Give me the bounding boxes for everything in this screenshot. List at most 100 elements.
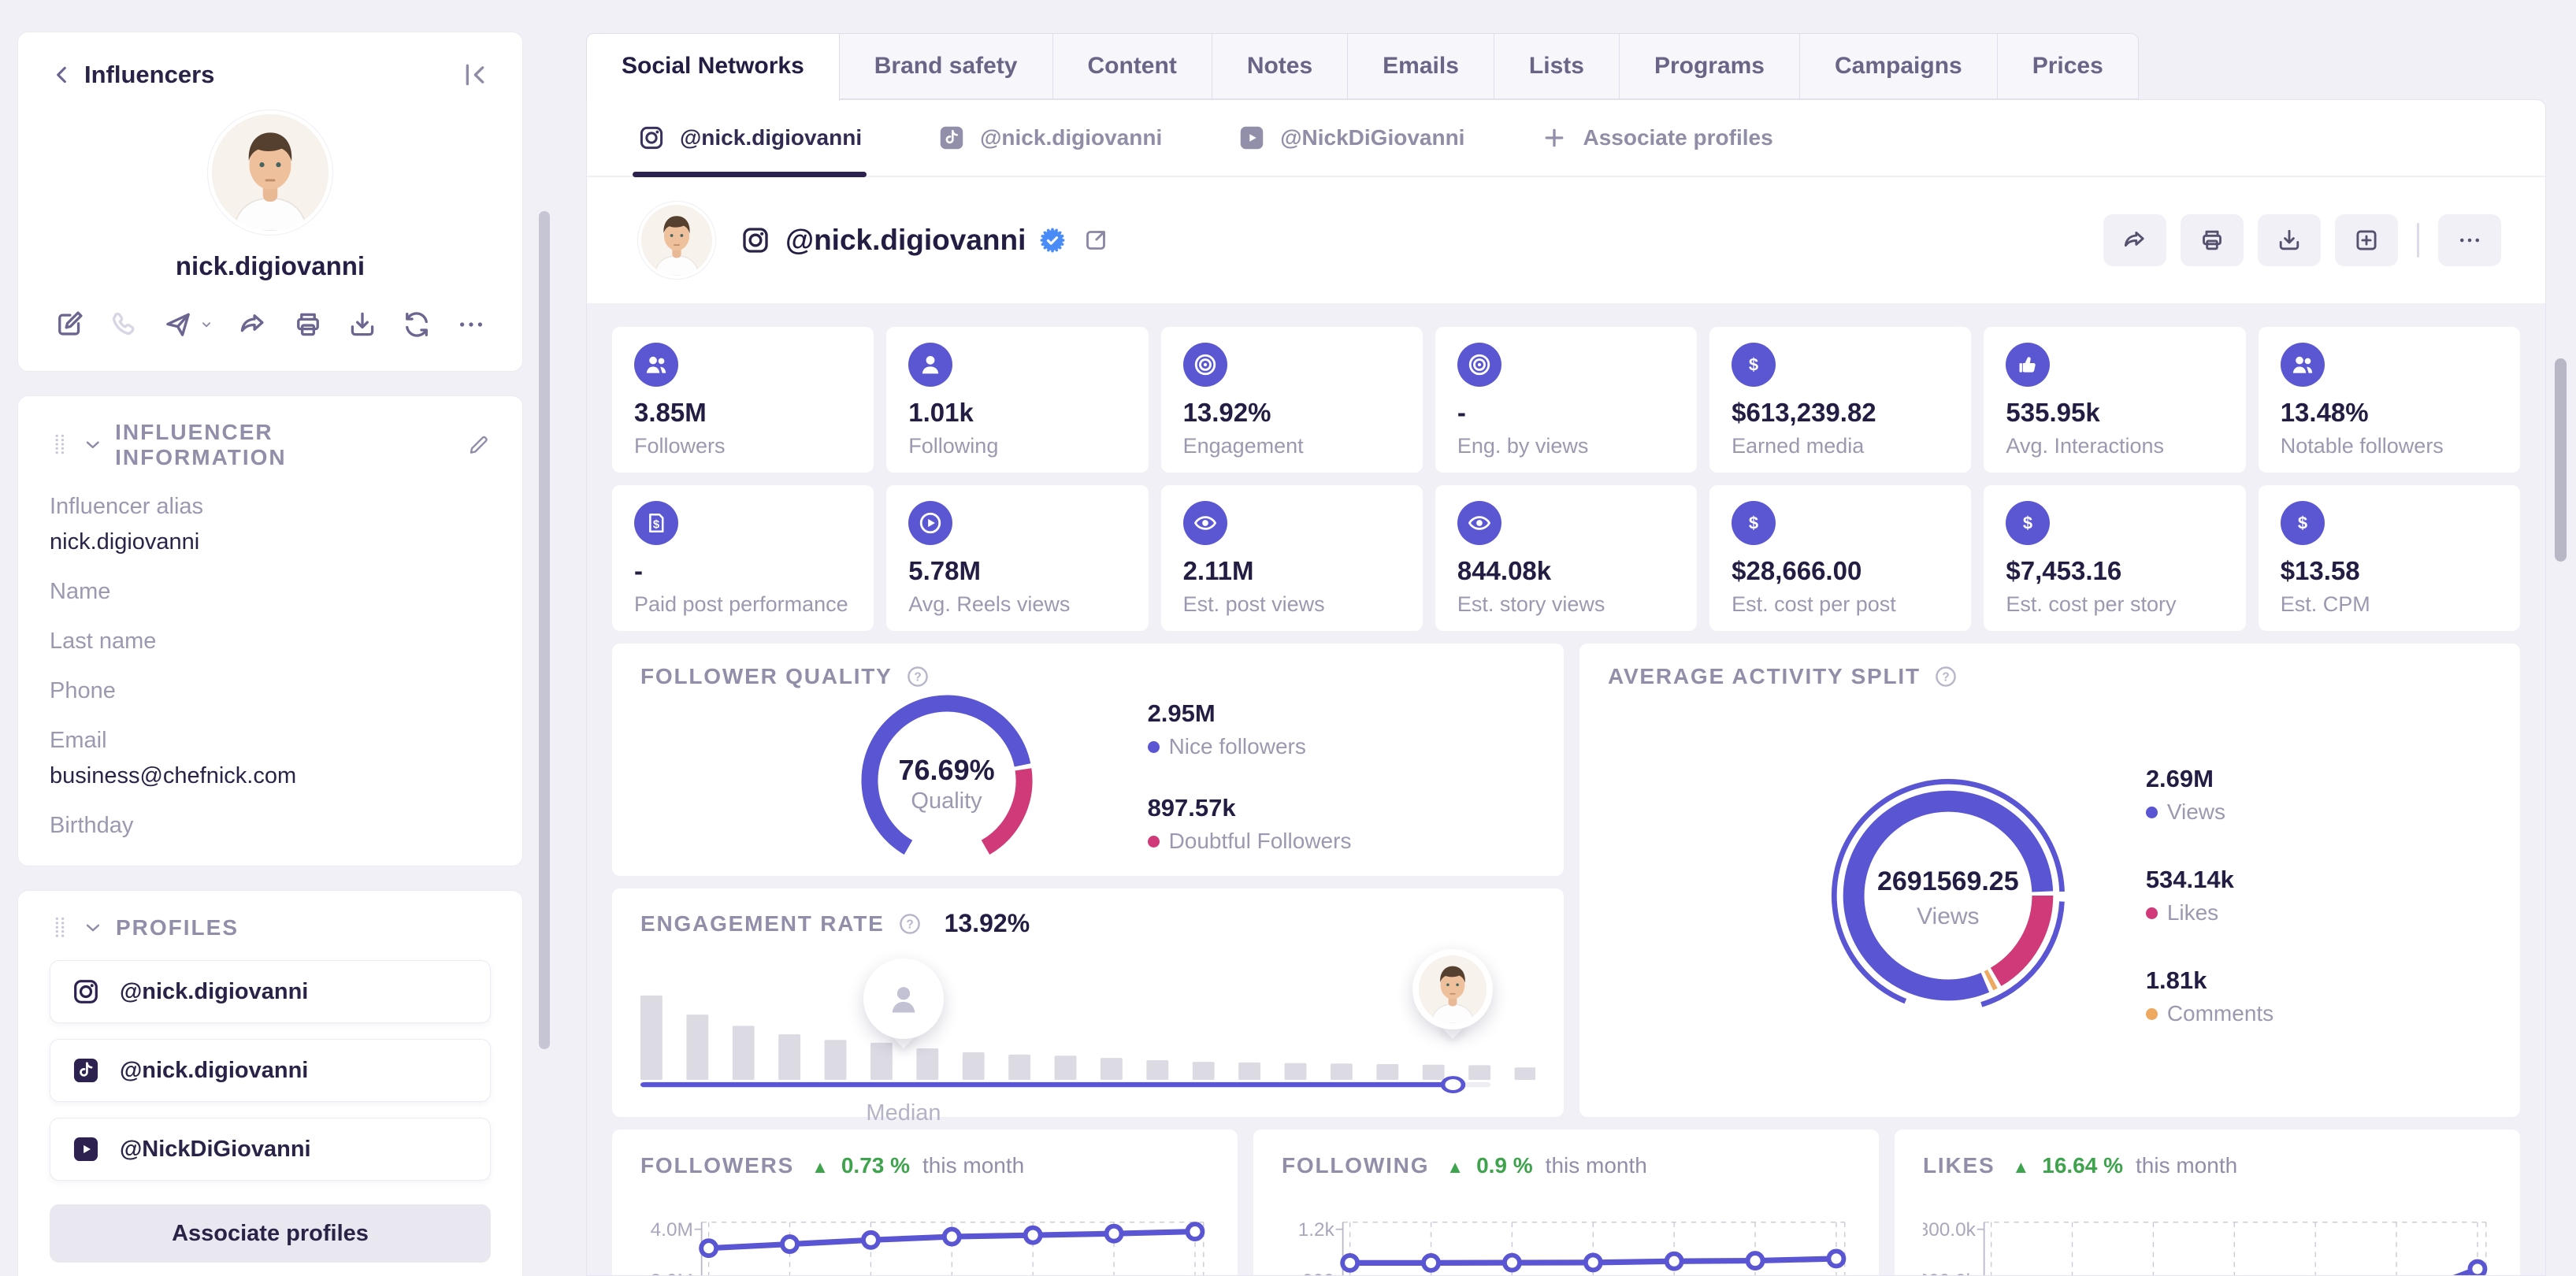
stat-value: 2.11M bbox=[1182, 556, 1254, 585]
call-button[interactable] bbox=[107, 308, 140, 341]
stat-value: 13.92% bbox=[1182, 398, 1271, 427]
field-value-influencer-alias: nick.digiovanni bbox=[50, 529, 200, 555]
sidebar: Influencers nick.digiovanni bbox=[17, 32, 523, 1276]
legend-dot bbox=[2145, 806, 2158, 818]
add-widget-button[interactable] bbox=[2335, 214, 2398, 266]
stat-value: 5.78M bbox=[908, 556, 981, 585]
tab-programs[interactable]: Programs bbox=[1618, 33, 1800, 99]
legend-item-doubtful-followers: 897.57k Doubtful Followers bbox=[1147, 794, 1351, 854]
views-label: Views bbox=[1917, 903, 1980, 929]
help-icon[interactable]: ? bbox=[1933, 664, 1958, 689]
trend-card-likes: LIKES ▲ 16.64 % this month 800.0k 600.0k bbox=[1895, 1129, 2520, 1275]
stat-card-est-cost-per-post: $ $28,666.00 Est. cost per post bbox=[1709, 485, 1972, 631]
external-link-icon[interactable] bbox=[1082, 227, 1109, 254]
dashboard-content: 3.85M Followers 1.01k Following 13.92% E… bbox=[587, 303, 2545, 1275]
section-title: ENGAGEMENT RATE bbox=[640, 911, 885, 936]
print-button[interactable] bbox=[2181, 214, 2244, 266]
tab-notes[interactable]: Notes bbox=[1211, 33, 1349, 99]
sidebar-scrollbar[interactable] bbox=[539, 211, 550, 1049]
stats-row-2: $ - Paid post performance 5.78M Avg. Ree… bbox=[612, 485, 2520, 631]
trend-title: FOLLOWING bbox=[1282, 1153, 1430, 1178]
profile-tab-youtube[interactable]: @NickDiGiovanni bbox=[1238, 100, 1464, 176]
up-triangle-icon: ▲ bbox=[1446, 1157, 1464, 1177]
trend-title: FOLLOWERS bbox=[640, 1153, 795, 1178]
svg-text:600.0k: 600.0k bbox=[1923, 1270, 1977, 1275]
svg-text:?: ? bbox=[906, 918, 913, 931]
add-widget-icon bbox=[2352, 226, 2381, 254]
tab-emails[interactable]: Emails bbox=[1347, 33, 1494, 99]
tab-lists[interactable]: Lists bbox=[1493, 33, 1620, 99]
verified-badge-icon bbox=[1038, 226, 1067, 254]
edit-button[interactable] bbox=[53, 308, 86, 341]
edit-information-icon[interactable] bbox=[467, 433, 491, 457]
stat-card-est-post-views: 2.11M Est. post views bbox=[1160, 485, 1423, 631]
legend-item-comments: 1.81k Comments bbox=[2145, 966, 2273, 1026]
stat-card-following: 1.01k Following bbox=[886, 327, 1149, 473]
tab-social-networks[interactable]: Social Networks bbox=[586, 33, 840, 101]
back-to-influencers-button[interactable]: Influencers bbox=[50, 61, 214, 89]
print-button[interactable] bbox=[291, 308, 325, 341]
stat-value: 3.85M bbox=[634, 398, 707, 427]
more-options-button[interactable] bbox=[455, 308, 488, 341]
follower-quality-card: FOLLOWER QUALITY ? 76.69% Quality bbox=[612, 644, 1564, 876]
chevron-down-icon[interactable] bbox=[81, 433, 105, 457]
activity-split-legend: 2.69M Views 534.14k Likes 1.81k Comments bbox=[2145, 765, 2273, 1026]
tab-content[interactable]: Content bbox=[1052, 33, 1212, 99]
help-icon[interactable]: ? bbox=[905, 664, 930, 689]
header-action-bar bbox=[2103, 214, 2501, 266]
stat-label: Est. post views bbox=[1182, 592, 1325, 616]
likes-line-chart: 800.0k 600.0k bbox=[1918, 1219, 2488, 1275]
collapse-sidebar-button[interactable] bbox=[459, 59, 491, 91]
help-icon[interactable]: ? bbox=[897, 911, 922, 937]
svg-text:3.0M: 3.0M bbox=[651, 1270, 693, 1275]
more-options-button[interactable] bbox=[2438, 214, 2501, 266]
up-triangle-icon: ▲ bbox=[2012, 1157, 2030, 1177]
stat-label: Paid post performance bbox=[634, 592, 848, 616]
drag-handle-icon[interactable] bbox=[50, 914, 70, 941]
profile-item-instagram[interactable]: @nick.digiovanni bbox=[50, 960, 491, 1023]
stat-label: Eng. by views bbox=[1457, 434, 1589, 458]
associate-profiles-tab[interactable]: Associate profiles bbox=[1540, 100, 1773, 176]
avatar-ring bbox=[637, 201, 716, 280]
download-icon bbox=[2275, 226, 2303, 254]
svg-text:1.2k: 1.2k bbox=[1298, 1219, 1335, 1241]
tab-brand-safety[interactable]: Brand safety bbox=[838, 33, 1053, 99]
share-button[interactable] bbox=[236, 308, 269, 341]
download-button[interactable] bbox=[346, 308, 379, 341]
associate-profiles-button[interactable]: Associate profiles bbox=[50, 1204, 491, 1263]
plus-icon bbox=[1540, 124, 1568, 152]
stat-label: Est. cost per story bbox=[2006, 592, 2177, 616]
tab-campaigns[interactable]: Campaigns bbox=[1799, 33, 1998, 99]
following-line-chart: 1.2k 900 bbox=[1298, 1219, 1847, 1275]
users-icon bbox=[2280, 343, 2325, 387]
svg-text:$: $ bbox=[653, 519, 660, 532]
trend-suffix: this month bbox=[1545, 1153, 1647, 1178]
stat-label: Est. story views bbox=[1457, 592, 1605, 616]
profile-tab-tiktok[interactable]: @nick.digiovanni bbox=[937, 100, 1162, 176]
tiktok-icon bbox=[71, 1055, 101, 1085]
download-button[interactable] bbox=[2258, 214, 2321, 266]
profile-item-tiktok[interactable]: @nick.digiovanni bbox=[50, 1039, 491, 1102]
chevron-down-icon[interactable] bbox=[81, 916, 105, 940]
tab-prices[interactable]: Prices bbox=[1996, 33, 2139, 99]
legend-dot bbox=[2145, 1007, 2158, 1020]
median-pin bbox=[863, 959, 944, 1048]
refresh-button[interactable] bbox=[400, 308, 433, 341]
svg-text:?: ? bbox=[914, 670, 921, 684]
trend-card-followers: FOLLOWERS ▲ 0.73 % this month 4.0M 3.0M bbox=[612, 1129, 1238, 1275]
drag-handle-icon[interactable] bbox=[50, 432, 70, 458]
send-message-button[interactable] bbox=[161, 308, 215, 341]
profile-item-youtube[interactable]: @NickDiGiovanni bbox=[50, 1118, 491, 1181]
profile-tab-instagram[interactable]: @nick.digiovanni bbox=[632, 100, 867, 177]
stat-value: $7,453.16 bbox=[2006, 556, 2122, 585]
stat-card-followers: 3.85M Followers bbox=[612, 327, 874, 473]
legend-item-views: 2.69M Views bbox=[2145, 765, 2273, 825]
field-label-birthday: Birthday bbox=[50, 813, 134, 838]
quality-label: Quality bbox=[911, 788, 982, 814]
stat-card-notable-followers: 13.48% Notable followers bbox=[2258, 327, 2520, 473]
section-title: INFLUENCER INFORMATION bbox=[115, 420, 287, 469]
profile-list: @nick.digiovanni @nick.digiovanni @NickD… bbox=[50, 960, 491, 1181]
main-scrollbar[interactable] bbox=[2555, 358, 2567, 562]
share-button[interactable] bbox=[2103, 214, 2166, 266]
field-label-phone: Phone bbox=[50, 678, 116, 703]
